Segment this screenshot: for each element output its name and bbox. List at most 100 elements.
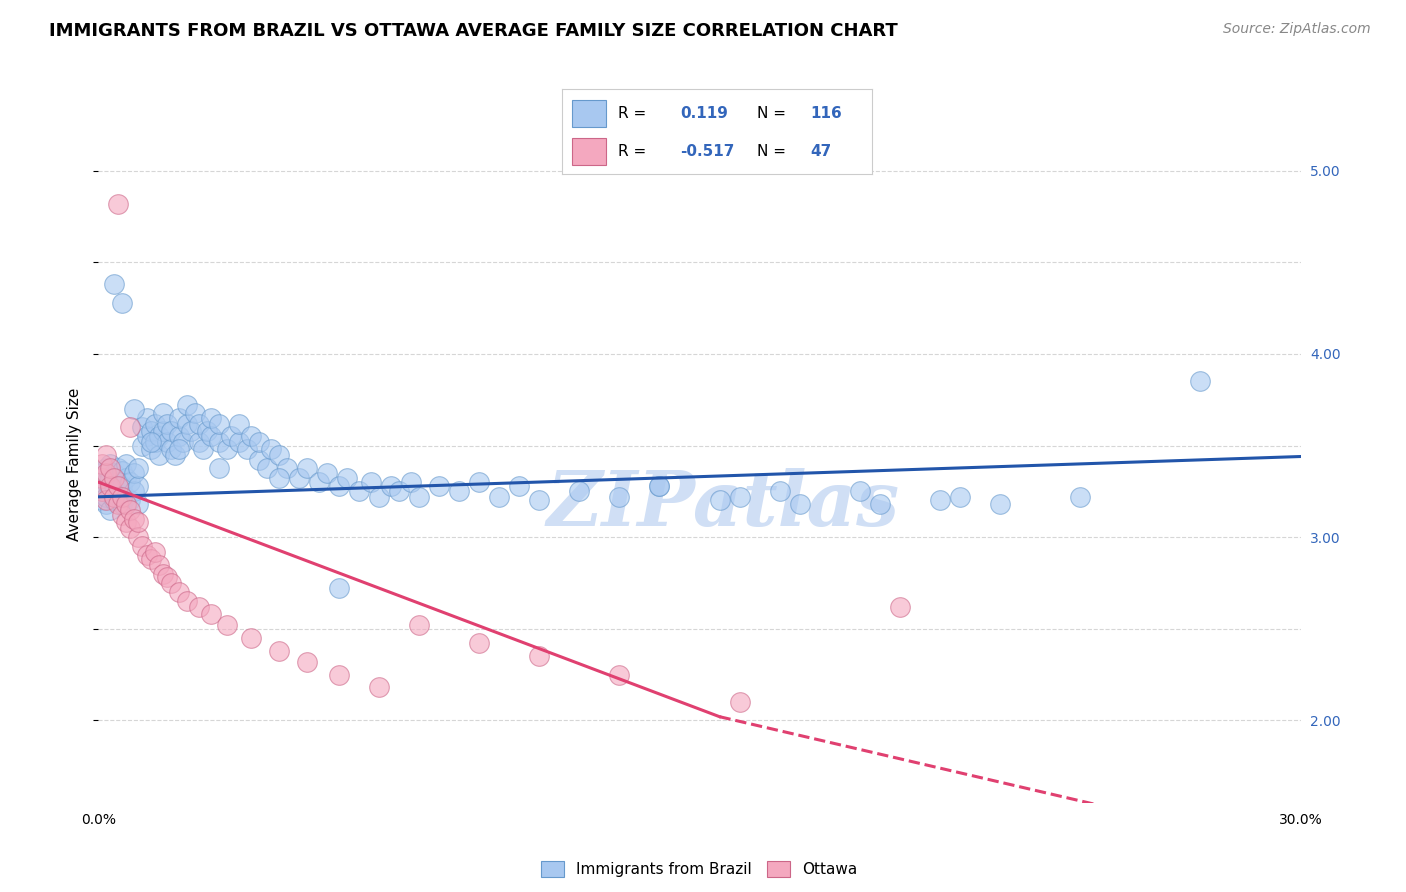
Point xyxy=(176,594,198,608)
Point xyxy=(96,448,118,462)
Point xyxy=(208,417,231,431)
Point xyxy=(124,484,146,499)
Point xyxy=(111,295,134,310)
Point xyxy=(328,667,350,681)
Point xyxy=(100,484,122,499)
Point xyxy=(328,582,350,596)
Point xyxy=(131,420,153,434)
Point xyxy=(96,475,118,490)
Point xyxy=(167,442,190,457)
Point xyxy=(368,681,391,695)
Point xyxy=(488,490,510,504)
Point xyxy=(849,484,872,499)
Point xyxy=(103,493,125,508)
Point xyxy=(152,566,174,581)
Point xyxy=(139,424,162,438)
Point xyxy=(103,490,125,504)
Point xyxy=(115,490,138,504)
Point xyxy=(267,448,290,462)
Point xyxy=(889,599,911,614)
Point xyxy=(256,460,278,475)
Point xyxy=(167,429,190,443)
Text: ZIPatlas: ZIPatlas xyxy=(547,467,900,541)
Text: N =: N = xyxy=(758,145,786,160)
Point xyxy=(135,429,157,443)
Point xyxy=(869,497,891,511)
Point xyxy=(96,460,118,475)
Point xyxy=(167,411,190,425)
Point xyxy=(159,442,181,457)
Point xyxy=(107,479,129,493)
Point xyxy=(139,552,162,566)
Point xyxy=(208,460,231,475)
Point xyxy=(128,497,150,511)
Point xyxy=(447,484,470,499)
Point xyxy=(228,417,250,431)
Point xyxy=(120,493,142,508)
Point xyxy=(120,521,142,535)
Point xyxy=(103,466,125,480)
Point xyxy=(107,490,129,504)
Point xyxy=(315,466,337,480)
Point xyxy=(215,618,238,632)
Point xyxy=(529,493,551,508)
Text: R =: R = xyxy=(619,145,647,160)
Point xyxy=(187,417,209,431)
Point xyxy=(239,631,262,645)
Point xyxy=(949,490,972,504)
Point xyxy=(929,493,952,508)
Point xyxy=(128,530,150,544)
Point xyxy=(183,405,205,419)
Point xyxy=(120,420,142,434)
Point xyxy=(568,484,591,499)
Point xyxy=(239,429,262,443)
Text: N =: N = xyxy=(758,106,786,121)
Point xyxy=(124,512,146,526)
Point xyxy=(260,442,283,457)
Point xyxy=(159,576,181,591)
Point xyxy=(143,417,166,431)
Point xyxy=(103,479,125,493)
Point xyxy=(200,411,222,425)
Point xyxy=(176,398,198,412)
Point xyxy=(648,479,671,493)
Point xyxy=(247,453,270,467)
Point xyxy=(155,417,177,431)
Point xyxy=(267,644,290,658)
Point xyxy=(115,471,138,485)
Y-axis label: Average Family Size: Average Family Size xyxy=(67,387,83,541)
Point xyxy=(1069,490,1091,504)
Point xyxy=(120,475,142,490)
Point xyxy=(399,475,422,490)
Point xyxy=(159,424,181,438)
Point xyxy=(152,405,174,419)
Point xyxy=(187,434,209,449)
Point xyxy=(96,466,118,480)
Point xyxy=(360,475,382,490)
Point xyxy=(128,479,150,493)
Point xyxy=(368,490,391,504)
Text: Source: ZipAtlas.com: Source: ZipAtlas.com xyxy=(1223,22,1371,37)
Point xyxy=(988,497,1011,511)
Text: 116: 116 xyxy=(810,106,842,121)
Point xyxy=(115,497,138,511)
Text: IMMIGRANTS FROM BRAZIL VS OTTAWA AVERAGE FAMILY SIZE CORRELATION CHART: IMMIGRANTS FROM BRAZIL VS OTTAWA AVERAGE… xyxy=(49,22,898,40)
Legend: Immigrants from Brazil, Ottawa: Immigrants from Brazil, Ottawa xyxy=(536,855,863,883)
Point xyxy=(135,549,157,563)
Point xyxy=(124,401,146,416)
Point xyxy=(728,695,751,709)
Point xyxy=(408,490,430,504)
Point xyxy=(91,479,114,493)
Point xyxy=(180,424,202,438)
Point xyxy=(215,442,238,457)
Point xyxy=(111,490,134,504)
Text: R =: R = xyxy=(619,106,647,121)
Point xyxy=(347,484,370,499)
Point xyxy=(228,434,250,449)
Point xyxy=(208,434,231,449)
Point xyxy=(167,585,190,599)
Point xyxy=(155,570,177,584)
Point xyxy=(200,607,222,621)
Point xyxy=(176,417,198,431)
Text: 47: 47 xyxy=(810,145,831,160)
